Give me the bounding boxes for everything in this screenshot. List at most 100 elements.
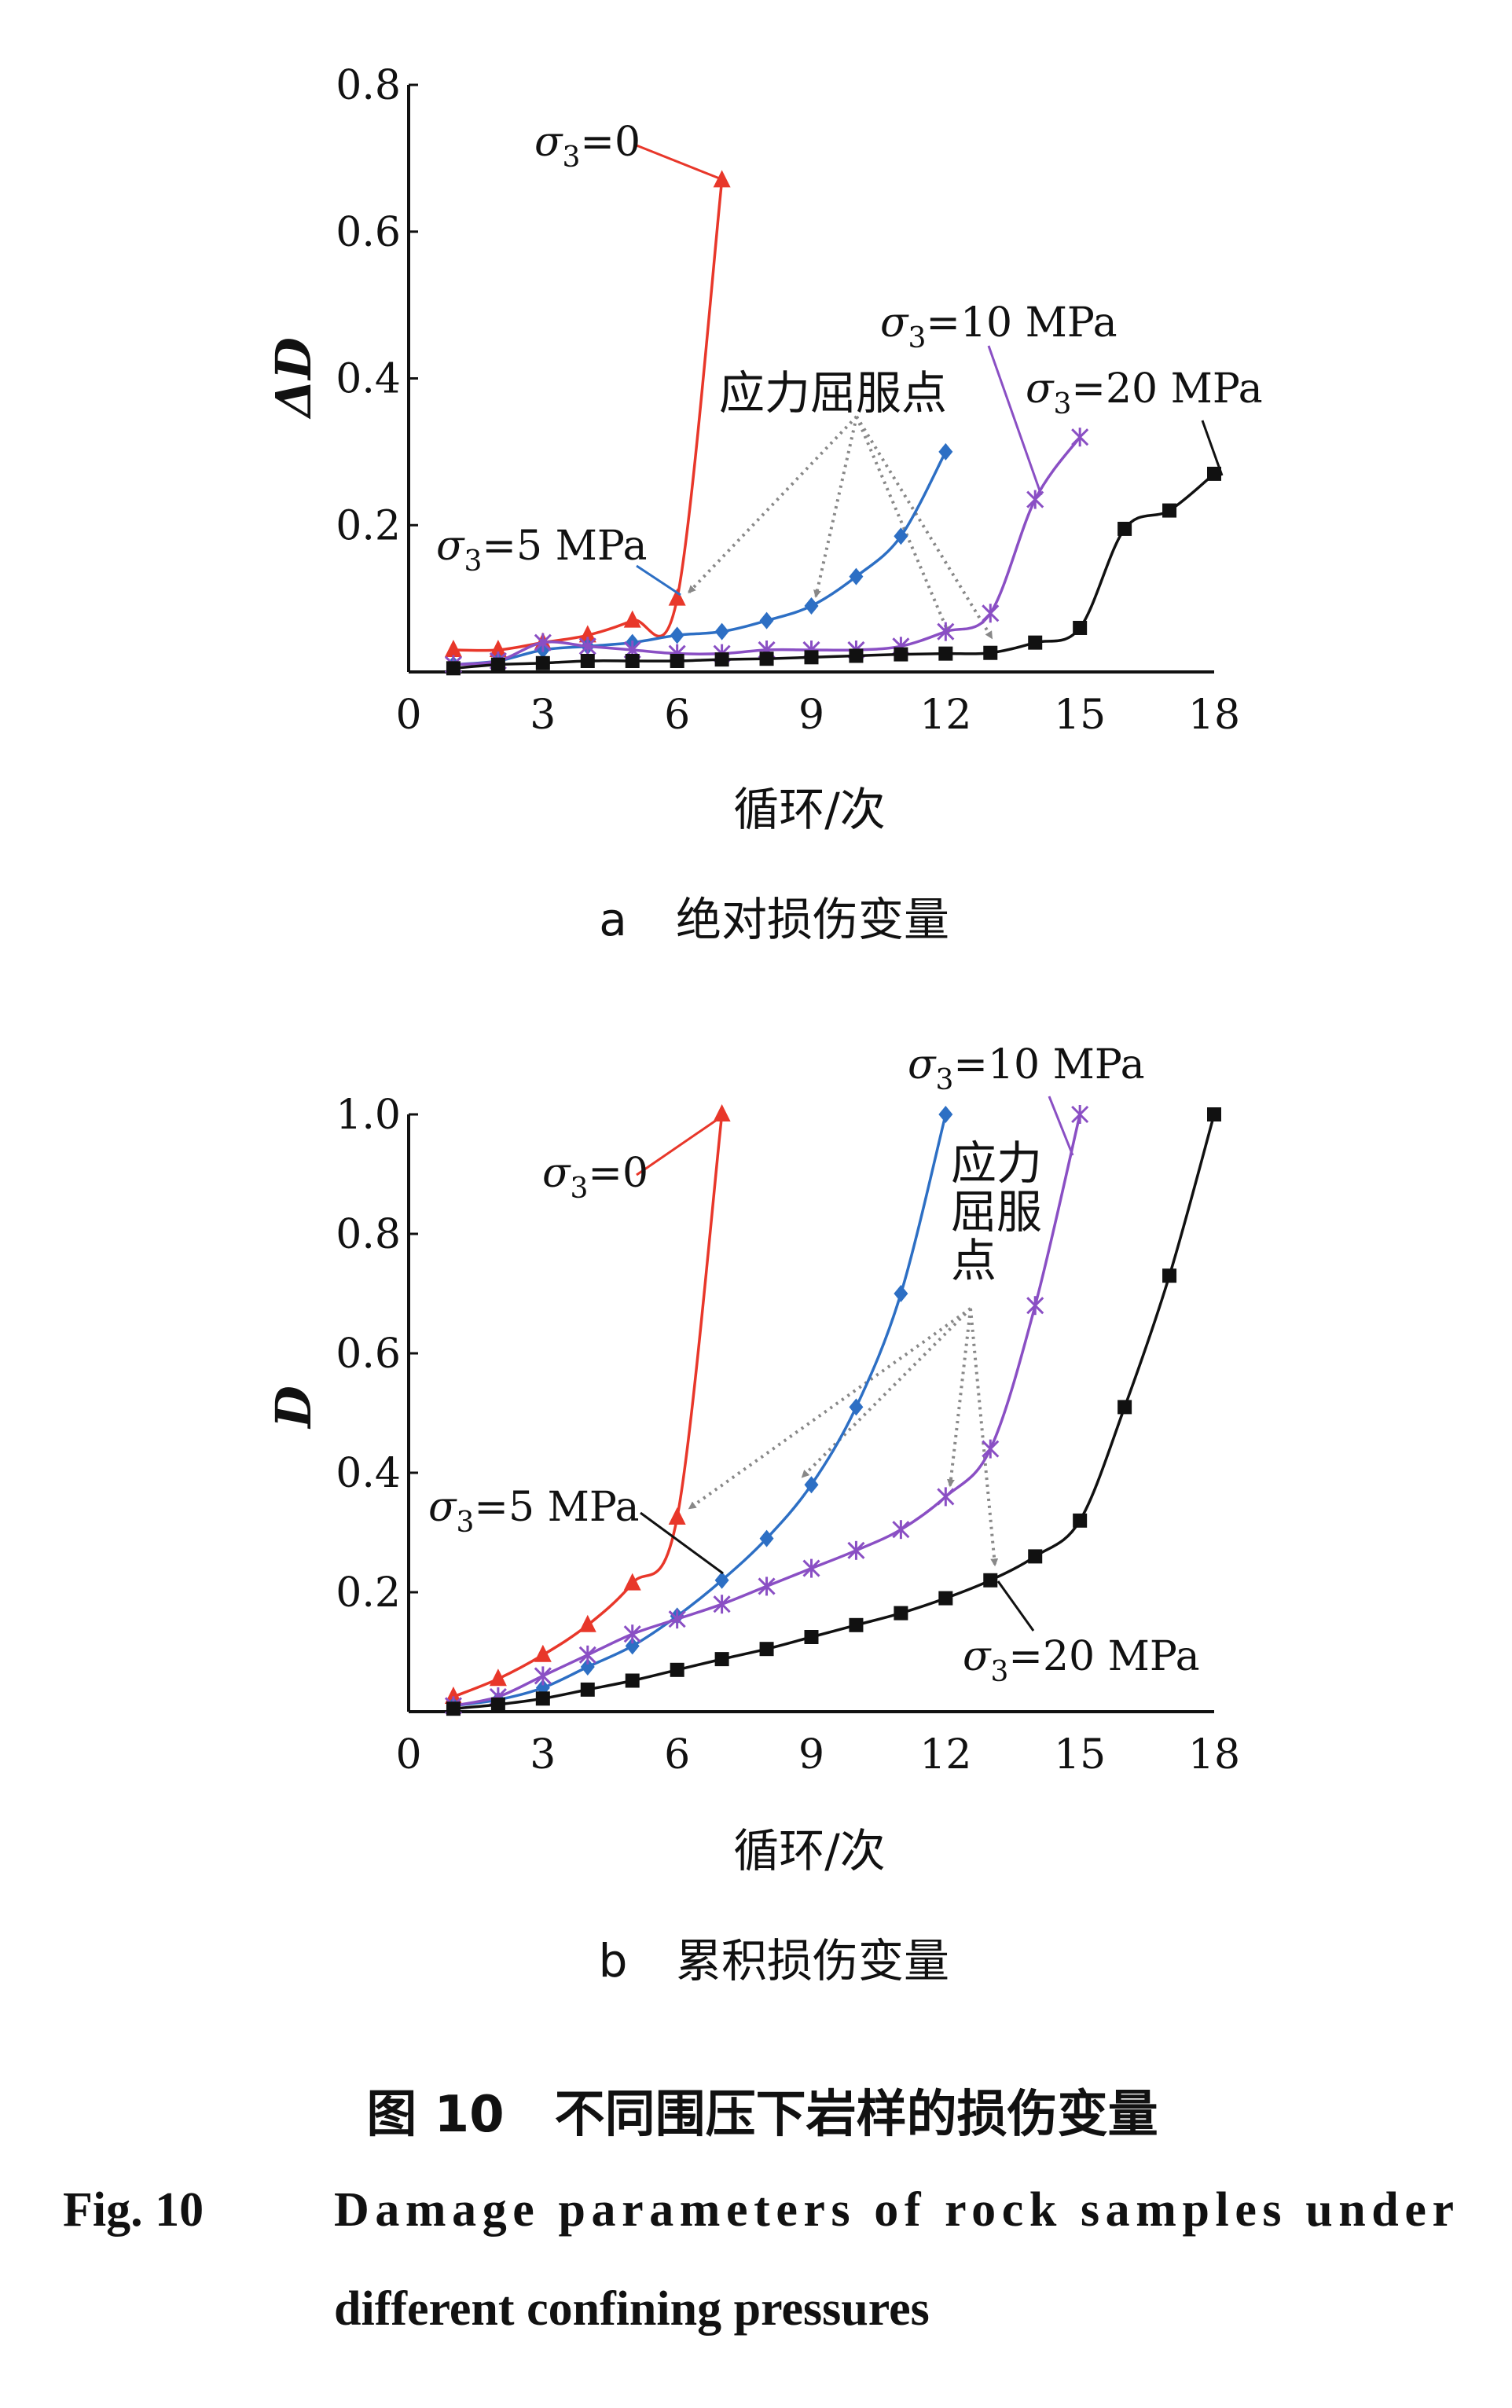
a-yield-arrow <box>813 416 858 598</box>
b-point-s20 <box>894 1606 908 1621</box>
b-point-s20 <box>938 1591 953 1606</box>
a-point-s20 <box>625 653 640 668</box>
b-y-tick-label: 1.0 <box>336 1092 401 1139</box>
panel-b-caption-letter: b <box>599 1934 628 1988</box>
a-point-s0 <box>489 639 507 657</box>
a-point-s5 <box>894 527 908 545</box>
a-x-tick-label: 0 <box>395 692 421 739</box>
a-point-s20 <box>849 648 864 663</box>
b-point-s0 <box>578 1614 596 1632</box>
b-point-s10 <box>758 1577 776 1596</box>
b-point-s5 <box>625 1637 640 1655</box>
b-x-tick-label: 15 <box>1054 1731 1106 1778</box>
b-x-tick-label: 12 <box>919 1731 971 1778</box>
a-point-s20 <box>1073 620 1088 635</box>
panel-a-yield-label: 应力屈服点 <box>719 366 947 420</box>
b-point-s20 <box>625 1673 640 1688</box>
a-point-s20 <box>1028 635 1043 650</box>
a-point-s20 <box>714 652 729 667</box>
b-x-tick-label: 6 <box>664 1731 690 1778</box>
a-point-s0 <box>623 610 641 628</box>
b-point-s5 <box>714 1571 729 1589</box>
b-point-s0 <box>713 1104 731 1121</box>
a-x-tick-label: 12 <box>919 692 971 739</box>
panel-b-yield-label: 应力屈服点 <box>951 1136 1042 1287</box>
b-point-s10 <box>534 1666 552 1686</box>
b-point-s10 <box>1071 1105 1089 1124</box>
panel-a-leader-s20 <box>1201 420 1224 476</box>
b-point-s5 <box>849 1398 864 1416</box>
a-point-s5 <box>759 611 774 630</box>
a-point-s20 <box>894 647 908 662</box>
panel-b-y-label: D <box>265 1386 322 1430</box>
a-yield-arrow <box>855 416 950 635</box>
a-series-line-s10 <box>453 436 1081 666</box>
figure-caption-en-line2: different confining pressures <box>334 2282 930 2336</box>
a-point-s0 <box>713 170 731 188</box>
b-point-s20 <box>490 1697 505 1712</box>
a-y-tick-label: 0.2 <box>336 502 401 549</box>
b-point-s20 <box>849 1617 864 1632</box>
b-series-line-s5 <box>453 1114 948 1708</box>
a-y-tick-label: 0.4 <box>336 356 401 403</box>
panel-b-leader-s0 <box>636 1118 717 1176</box>
b-point-s20 <box>670 1662 684 1677</box>
b-series-line-s10 <box>453 1114 1081 1708</box>
b-point-s20 <box>1207 1107 1221 1121</box>
b-yield-arrow <box>688 1307 972 1510</box>
b-point-s5 <box>580 1658 595 1676</box>
a-point-s5 <box>714 622 729 641</box>
panel-b-leader-s5 <box>640 1511 724 1575</box>
b-point-s20 <box>446 1701 461 1716</box>
b-point-s0 <box>489 1668 507 1687</box>
b-point-s20 <box>759 1642 774 1657</box>
b-point-s10 <box>623 1624 641 1644</box>
a-point-s5 <box>670 626 684 644</box>
b-point-s10 <box>578 1645 596 1665</box>
b-point-s10 <box>847 1540 865 1560</box>
a-x-tick-label: 18 <box>1188 692 1240 739</box>
panel-a-caption-letter: a <box>599 893 627 946</box>
a-x-tick-label: 9 <box>798 692 824 739</box>
b-point-s10 <box>802 1558 820 1578</box>
a-point-s10 <box>982 604 1000 623</box>
panel-a-leader-s10 <box>987 345 1043 496</box>
a-point-s20 <box>938 646 953 661</box>
a-point-s0 <box>444 639 462 657</box>
b-point-s5 <box>938 1106 953 1123</box>
b-y-tick-label: 0.6 <box>336 1331 401 1378</box>
b-point-s20 <box>714 1652 729 1667</box>
panel-a-y-label: ΔD <box>265 337 322 420</box>
b-x-tick-label: 9 <box>798 1731 824 1778</box>
panel-b-leader-s10 <box>1048 1096 1074 1156</box>
a-point-s5 <box>938 442 953 461</box>
a-point-s20 <box>1117 521 1132 536</box>
a-point-s5 <box>804 596 819 615</box>
a-point-s20 <box>670 653 684 668</box>
panel-b-x-label: 循环/次 <box>733 1824 886 1878</box>
b-point-s20 <box>535 1691 550 1706</box>
b-y-tick-label: 0.2 <box>336 1569 401 1617</box>
a-point-s20 <box>1162 503 1177 518</box>
a-point-s20 <box>535 655 550 670</box>
b-y-tick-label: 0.8 <box>336 1211 401 1258</box>
b-point-s0 <box>623 1573 641 1591</box>
b-point-s20 <box>983 1573 998 1588</box>
panel-b-leader-s20 <box>996 1580 1035 1632</box>
a-yield-arrow <box>688 415 858 594</box>
panel-b-label-s10: σ3=10 MPa <box>908 1041 1145 1096</box>
a-point-s10 <box>937 622 955 641</box>
panel-a: ΔD 循环/次 a 绝对损伤变量 0 3 6 9 12 15 180.20.40.60.8 … <box>265 62 1263 946</box>
panel-a-x-label: 循环/次 <box>733 783 886 836</box>
panel-a-label-s20: σ3=20 MPa <box>1026 365 1263 420</box>
b-x-tick-label: 18 <box>1188 1731 1240 1778</box>
a-point-s10 <box>534 633 552 652</box>
a-yield-arrow <box>855 415 993 640</box>
b-point-s20 <box>1117 1400 1132 1415</box>
panel-a-label-s10: σ3=10 MPa <box>880 299 1117 354</box>
panel-a-caption: 绝对损伤变量 <box>676 893 949 946</box>
b-point-s0 <box>534 1644 552 1662</box>
b-x-tick-label: 3 <box>530 1731 556 1778</box>
panel-a-label-s5: σ3=5 MPa <box>436 523 648 578</box>
